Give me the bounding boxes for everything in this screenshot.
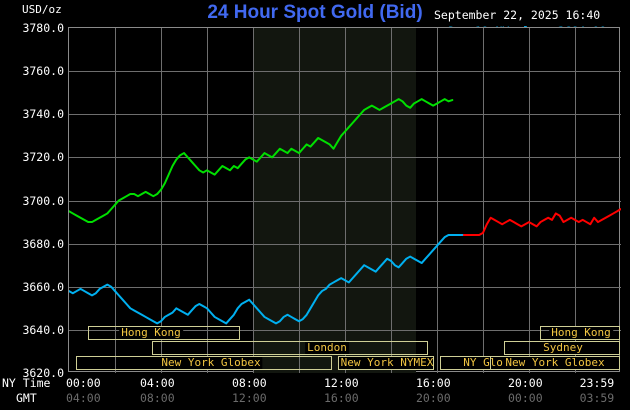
vertical-gridline xyxy=(253,28,254,373)
quote-datetime: September 22, 2025 16:40 xyxy=(434,8,601,22)
x-axis-gmt-tick-label: 04:00 xyxy=(66,391,101,405)
x-axis-ny-tick-label: 16:00 xyxy=(416,376,451,390)
y-axis-tick-label: 3760.0 xyxy=(22,64,64,79)
page-title: 24 Hour Spot Gold (Bid) xyxy=(207,2,423,23)
vertical-gridline xyxy=(207,28,208,373)
session-bar: New York NYMEX xyxy=(338,356,434,370)
x-axis-ny-tick-label: 00:00 xyxy=(66,376,101,390)
series-line xyxy=(462,208,621,236)
series-line xyxy=(69,98,454,224)
vertical-gridline xyxy=(391,28,392,373)
session-bar: Hong Kong xyxy=(88,326,240,340)
x-axis-ny-tick-label: 20:00 xyxy=(508,376,543,390)
shaded-session-band xyxy=(253,28,416,373)
y-axis-tick-label: 3700.0 xyxy=(22,193,64,208)
chart-series-layer xyxy=(69,98,621,325)
session-bar: Sydney xyxy=(504,341,620,355)
session-bar-label: New York NYMEX xyxy=(339,356,434,369)
y-axis-tick-label: 3640.0 xyxy=(22,322,64,337)
vertical-gridline xyxy=(161,28,162,373)
x-axis-gmt-tick-label: 20:00 xyxy=(416,391,451,405)
x-axis-gmt-tick-label: 16:00 xyxy=(324,391,359,405)
x-axis-gmt-tick-label: 12:00 xyxy=(232,391,267,405)
horizontal-gridline xyxy=(69,201,621,202)
x-axis-ny-tick-label: 23:59 xyxy=(579,376,615,390)
y-axis-tick-label: 3620.0 xyxy=(22,366,64,380)
x-axis-gmt-label: GMT xyxy=(16,391,37,405)
x-axis-ny-tick-label: 12:00 xyxy=(324,376,359,390)
horizontal-gridline xyxy=(69,71,621,72)
x-axis-gmt-tick-label: 00:00 xyxy=(508,391,543,405)
session-bar-label: Sydney xyxy=(541,341,585,354)
y-axis-tick-label: 3740.0 xyxy=(22,107,64,122)
x-axis-ny-tick-label: 04:00 xyxy=(140,376,175,390)
horizontal-gridline xyxy=(69,157,621,158)
vertical-gridline xyxy=(483,28,484,373)
plot-inner xyxy=(69,28,621,373)
session-bar: London xyxy=(152,341,428,355)
vertical-gridline xyxy=(437,28,438,373)
horizontal-gridline xyxy=(69,330,621,331)
session-bar: New York Globex xyxy=(76,356,332,370)
session-bar: Hong Kong xyxy=(540,326,620,340)
session-bar-label: Hong Kong xyxy=(549,326,613,339)
y-axis-tick-label: 3660.0 xyxy=(22,279,64,294)
y-axis-unit-label: USD/oz xyxy=(22,3,62,16)
vertical-gridline xyxy=(115,28,116,373)
y-axis-tick-label: 3680.0 xyxy=(22,236,64,251)
x-axis-ny-label: NY Time xyxy=(2,376,51,390)
x-axis-gmt-tick-label: 08:00 xyxy=(140,391,175,405)
vertical-gridline xyxy=(575,28,576,373)
trading-session-bars: Hong Kong London New York Globex New York N… xyxy=(68,326,620,372)
horizontal-gridline xyxy=(69,244,621,245)
x-axis-gmt-tick-label: 03:59 xyxy=(579,391,615,405)
vertical-gridline xyxy=(529,28,530,373)
session-bar-label: Hong Kong xyxy=(119,326,183,339)
session-bar-label: New York Globex xyxy=(503,356,607,369)
horizontal-gridline xyxy=(69,114,621,115)
horizontal-gridline xyxy=(69,287,621,288)
session-bar-label: London xyxy=(305,341,349,354)
vertical-gridline xyxy=(345,28,346,373)
vertical-gridline xyxy=(299,28,300,373)
x-axis-ny-tick-label: 08:00 xyxy=(232,376,267,390)
session-bar-label: New York Globex xyxy=(159,356,263,369)
y-axis-tick-label: 3780.0 xyxy=(22,21,64,35)
y-axis-tick-label: 3720.0 xyxy=(22,150,64,165)
chart-plot-area xyxy=(68,27,621,373)
series-line xyxy=(69,234,465,325)
session-bar: New York Globex xyxy=(490,356,620,370)
